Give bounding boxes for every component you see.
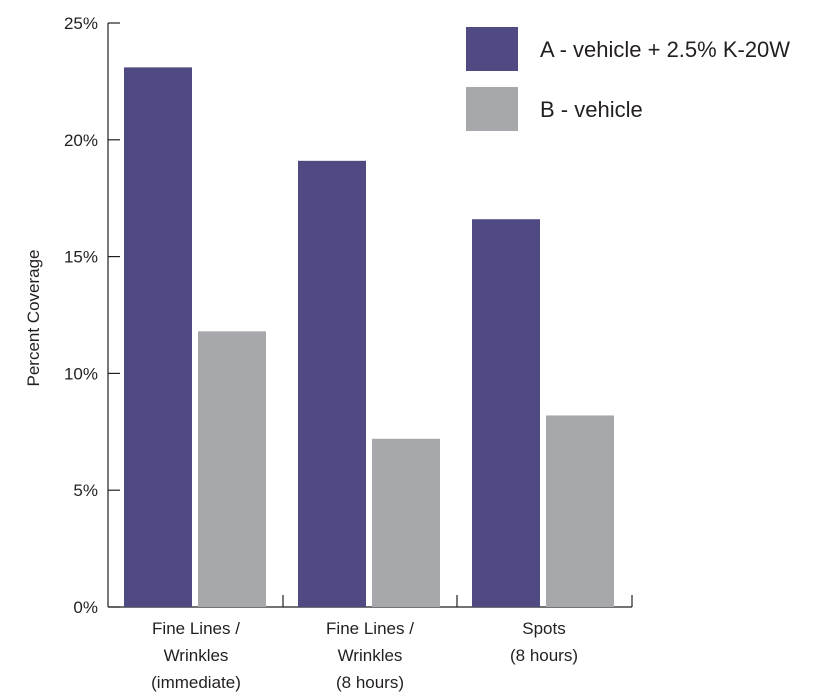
y-tick-label: 10% (64, 364, 98, 383)
y-tick-label: 20% (64, 131, 98, 150)
y-tick-label: 25% (64, 14, 98, 33)
legend-swatch (466, 87, 518, 131)
bar-a-1 (298, 160, 366, 607)
bar-b-1 (372, 438, 440, 607)
legend-label: A - vehicle + 2.5% K-20W (540, 37, 790, 62)
x-tick-label: Fine Lines / Wrinkles (immediate) (151, 619, 241, 692)
legend-label: B - vehicle (540, 97, 643, 122)
x-tick-label: Fine Lines / Wrinkles (8 hours) (326, 619, 414, 692)
y-axis-label: Percent Coverage (24, 249, 43, 386)
y-tick-labels: 0% 5% 10% 15% 20% 25% (64, 14, 98, 617)
y-tick-label: 15% (64, 248, 98, 267)
legend-swatch (466, 27, 518, 71)
y-tick-label: 0% (73, 598, 98, 617)
legend: A - vehicle + 2.5% K-20W B - vehicle (466, 27, 790, 131)
bar-a-0 (124, 67, 192, 607)
bar-a-2 (472, 219, 540, 607)
axes (107, 22, 633, 608)
x-tick-label: Spots (8 hours) (510, 619, 578, 665)
y-tick-label: 5% (73, 481, 98, 500)
bar-b-0 (198, 331, 266, 607)
x-tick-labels: Fine Lines / Wrinkles (immediate) Fine Line… (151, 619, 578, 692)
bar-b-2 (546, 415, 614, 607)
bars (124, 67, 614, 607)
